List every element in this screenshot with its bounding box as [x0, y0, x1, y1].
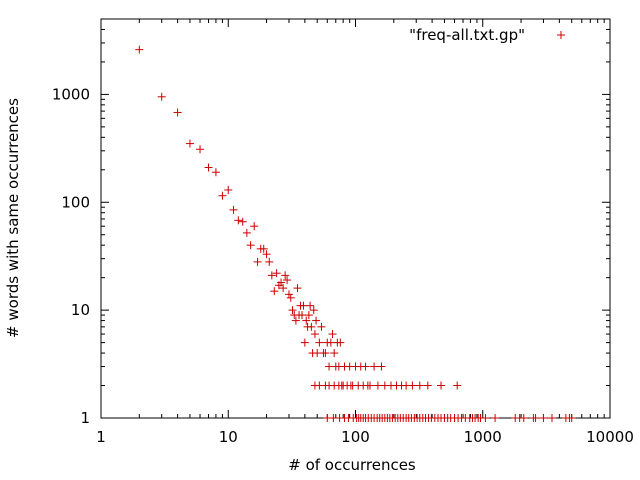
- y-tick-label: 1: [80, 409, 90, 427]
- data-point: [307, 322, 316, 331]
- data-point: [298, 311, 307, 320]
- data-point: [567, 414, 576, 422]
- data-point: [283, 276, 292, 285]
- data-point: [531, 414, 540, 422]
- data-point: [423, 381, 432, 390]
- data-point: [291, 316, 300, 325]
- data-point: [539, 414, 548, 422]
- data-point: [370, 362, 379, 371]
- data-point: [272, 269, 281, 278]
- data-point: [259, 244, 268, 253]
- data-point: [519, 414, 528, 422]
- data-point: [346, 381, 355, 390]
- data-point: [306, 301, 315, 310]
- data-point: [336, 338, 345, 347]
- data-point: [250, 222, 259, 231]
- plot-frame: [100, 18, 611, 419]
- data-point: [234, 216, 243, 225]
- data-point: [238, 217, 247, 226]
- data-point: [330, 349, 339, 358]
- data-point: [302, 316, 311, 325]
- data-point: [325, 362, 334, 371]
- data-point: [211, 168, 220, 177]
- data-point: [286, 293, 295, 302]
- data-point: [312, 316, 321, 325]
- data-point: [173, 108, 182, 117]
- data-point: [267, 271, 276, 280]
- data-point: [437, 381, 446, 390]
- data-point: [415, 381, 424, 390]
- data-point: [157, 92, 166, 101]
- y-axis-label: # words with same occurrences: [4, 98, 22, 338]
- data-point: [262, 250, 271, 259]
- legend-marker: [557, 31, 565, 39]
- data-point: [491, 414, 500, 422]
- x-tick-label: 100: [341, 428, 370, 446]
- data-point: [277, 278, 286, 287]
- data-point: [373, 381, 382, 390]
- data-point: [365, 381, 374, 390]
- data-point: [310, 330, 319, 339]
- data-point: [281, 271, 290, 280]
- data-point: [293, 284, 302, 293]
- data-point: [304, 311, 313, 320]
- x-axis: 1 10 100 1000 10000: [96, 19, 634, 446]
- data-point: [321, 349, 330, 358]
- data-point: [453, 381, 462, 390]
- data-point: [265, 257, 274, 266]
- data-point: [224, 185, 233, 194]
- x-tick-label: 10000: [586, 428, 634, 446]
- legend-label: "freq-all.txt.gp": [409, 26, 525, 44]
- data-point: [328, 330, 337, 339]
- x-tick-label: 1: [96, 428, 106, 446]
- data-points: [135, 45, 576, 422]
- data-point: [361, 362, 370, 371]
- data-point: [315, 338, 324, 347]
- x-tick-label: 10: [219, 428, 238, 446]
- data-point: [481, 414, 490, 422]
- data-point: [135, 45, 144, 54]
- data-point: [242, 228, 251, 237]
- y-tick-label: 10: [71, 301, 90, 319]
- data-point: [218, 191, 227, 200]
- data-point: [300, 338, 309, 347]
- data-point: [339, 381, 348, 390]
- x-axis-label: # of occurrences: [288, 456, 416, 474]
- data-point: [288, 306, 297, 315]
- data-point: [408, 381, 417, 390]
- data-point: [185, 139, 194, 148]
- data-point: [309, 306, 318, 315]
- data-point: [270, 287, 279, 296]
- y-tick-label: 100: [61, 193, 90, 211]
- data-point: [279, 284, 288, 293]
- data-point: [196, 145, 205, 154]
- data-point: [229, 205, 238, 214]
- legend: "freq-all.txt.gp": [409, 26, 565, 44]
- data-point: [284, 290, 293, 299]
- data-point: [204, 163, 213, 172]
- data-point: [547, 414, 556, 422]
- data-point: [253, 257, 262, 266]
- y-axis: 1 10 100 1000: [52, 18, 610, 427]
- data-point: [246, 241, 255, 250]
- x-tick-label: 1000: [464, 428, 502, 446]
- y-tick-label: 1000: [52, 85, 90, 103]
- data-point: [317, 322, 326, 331]
- data-point: [377, 362, 386, 371]
